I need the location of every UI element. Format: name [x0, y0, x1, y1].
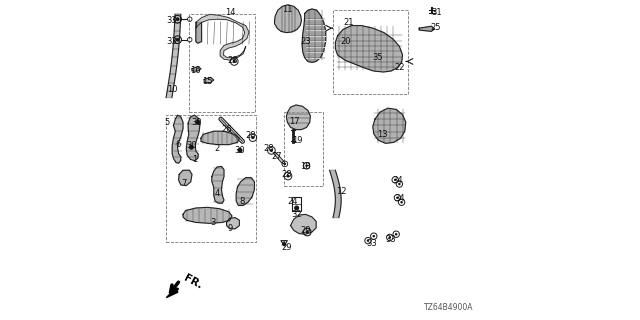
- Text: 29: 29: [281, 244, 292, 252]
- Bar: [292, 197, 301, 211]
- Circle shape: [287, 174, 290, 178]
- Polygon shape: [372, 108, 406, 143]
- Text: 4: 4: [215, 189, 220, 198]
- Text: 8: 8: [239, 197, 244, 206]
- Bar: [189, 14, 255, 112]
- Text: 33: 33: [167, 16, 177, 25]
- Text: 33: 33: [366, 239, 376, 248]
- Polygon shape: [196, 14, 249, 60]
- Text: 27: 27: [271, 152, 282, 161]
- Text: 28: 28: [264, 144, 274, 153]
- Text: 29: 29: [300, 226, 311, 235]
- Circle shape: [252, 136, 255, 139]
- Polygon shape: [186, 115, 200, 161]
- Text: 30: 30: [235, 146, 245, 155]
- Text: 12: 12: [337, 188, 347, 196]
- Circle shape: [388, 236, 391, 239]
- Text: 35: 35: [372, 53, 383, 62]
- Text: 34: 34: [392, 176, 403, 185]
- Text: 28: 28: [246, 132, 257, 140]
- Text: 2: 2: [214, 144, 220, 153]
- Text: FR.: FR.: [182, 273, 204, 291]
- Bar: [284, 112, 323, 186]
- Circle shape: [237, 148, 243, 153]
- Text: 30: 30: [191, 118, 202, 127]
- Text: 6: 6: [176, 140, 181, 149]
- Polygon shape: [179, 170, 192, 186]
- Text: 30: 30: [186, 141, 196, 150]
- Text: TZ64B4900A: TZ64B4900A: [424, 303, 474, 312]
- Polygon shape: [335, 26, 403, 72]
- Text: 20: 20: [340, 37, 351, 46]
- Text: 17: 17: [289, 117, 300, 126]
- Polygon shape: [196, 22, 202, 43]
- Text: 15: 15: [202, 77, 212, 86]
- Text: 33: 33: [167, 37, 177, 46]
- Circle shape: [395, 233, 397, 236]
- Polygon shape: [287, 105, 310, 130]
- Circle shape: [398, 183, 401, 185]
- Text: 25: 25: [431, 23, 441, 32]
- Circle shape: [367, 239, 369, 242]
- Polygon shape: [419, 26, 435, 31]
- Text: 3: 3: [210, 218, 216, 227]
- Text: 7: 7: [181, 179, 187, 188]
- Text: 16: 16: [191, 66, 201, 75]
- Text: 5: 5: [164, 118, 170, 127]
- Text: 34: 34: [394, 194, 404, 203]
- Circle shape: [401, 201, 403, 204]
- Polygon shape: [302, 9, 326, 62]
- Text: 28: 28: [228, 56, 238, 65]
- Text: 22: 22: [394, 63, 404, 72]
- Circle shape: [372, 235, 375, 237]
- Text: 21: 21: [344, 18, 354, 27]
- Polygon shape: [183, 207, 232, 223]
- Circle shape: [195, 120, 200, 125]
- Text: 13: 13: [377, 130, 388, 139]
- Polygon shape: [291, 214, 316, 234]
- Polygon shape: [166, 14, 181, 98]
- Polygon shape: [172, 115, 183, 163]
- Circle shape: [175, 17, 179, 21]
- Polygon shape: [192, 67, 201, 71]
- Text: 9: 9: [227, 224, 232, 233]
- Bar: [333, 10, 408, 94]
- Circle shape: [175, 38, 179, 42]
- Bar: [166, 115, 256, 242]
- Polygon shape: [212, 166, 224, 203]
- Text: 1: 1: [193, 156, 198, 164]
- Polygon shape: [201, 131, 239, 145]
- Polygon shape: [275, 5, 301, 33]
- Polygon shape: [166, 289, 178, 298]
- Text: 14: 14: [225, 8, 236, 17]
- Text: 18: 18: [300, 162, 311, 171]
- Circle shape: [396, 196, 399, 199]
- Circle shape: [189, 145, 194, 150]
- Text: 26: 26: [222, 125, 232, 134]
- Circle shape: [394, 179, 396, 181]
- Text: 28: 28: [281, 170, 292, 179]
- Text: 19: 19: [292, 136, 303, 145]
- Circle shape: [270, 149, 273, 152]
- Text: 11: 11: [282, 5, 292, 14]
- Text: 23: 23: [300, 37, 311, 46]
- Circle shape: [305, 164, 308, 167]
- Circle shape: [294, 205, 300, 211]
- Circle shape: [284, 163, 286, 165]
- Text: 33: 33: [385, 236, 396, 244]
- Polygon shape: [227, 218, 239, 229]
- Text: 32: 32: [292, 210, 302, 219]
- Polygon shape: [330, 170, 341, 218]
- Polygon shape: [236, 178, 254, 205]
- Text: 10: 10: [168, 85, 178, 94]
- Text: 31: 31: [431, 8, 442, 17]
- Circle shape: [233, 60, 236, 63]
- Polygon shape: [204, 77, 214, 83]
- Circle shape: [306, 230, 309, 234]
- Text: 24: 24: [287, 197, 298, 206]
